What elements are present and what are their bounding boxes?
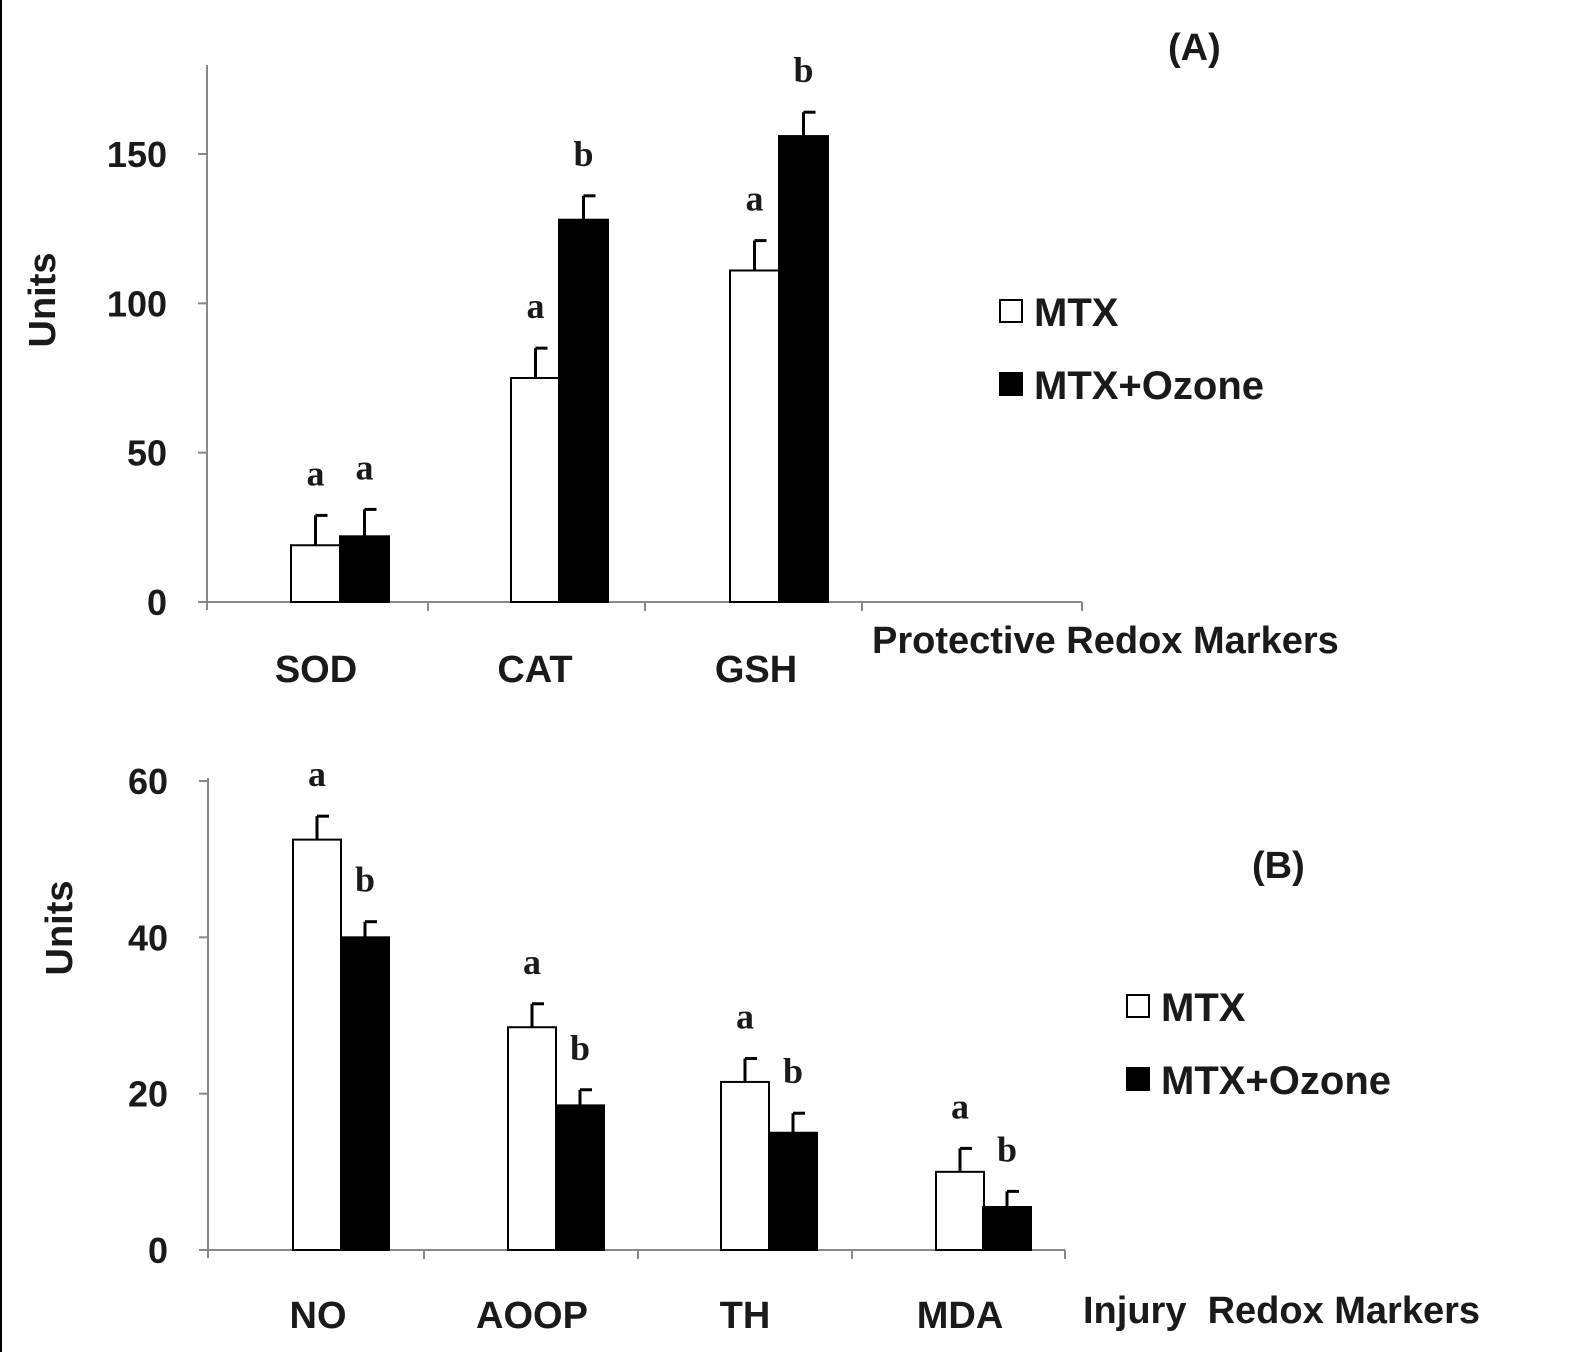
- panel-a-y-tick-label: 0: [147, 582, 167, 623]
- panel-a-x-axis-title: Protective Redox Markers: [872, 620, 1339, 662]
- panel-b-bar-th-mtx-ozone: [768, 1131, 818, 1251]
- panel-b-legend-label-mtx-ozone: MTX+Ozone: [1161, 1059, 1391, 1103]
- panel-b-panel-label: (B): [1252, 845, 1305, 887]
- panel-a-y-tick-label: 100: [107, 283, 167, 324]
- panel-a-significance-label: a: [356, 447, 374, 487]
- panel-a-legend-swatch-mtx-ozone: [999, 372, 1023, 396]
- panel-b-y-tick-label: 0: [148, 1230, 168, 1271]
- panel-b-x-axis-title: Injury Redox Markers: [1083, 1290, 1480, 1332]
- panel-b-category-label: AOOP: [476, 1295, 588, 1337]
- panel-b-legend-swatch-mtx-ozone: [1126, 1067, 1150, 1091]
- panel-b-bar-mda-mtx-ozone: [982, 1206, 1032, 1251]
- panel-a-category-label: CAT: [497, 649, 572, 691]
- panel-a-legend-label-mtx: MTX: [1034, 291, 1119, 335]
- panel-a-bar-gsh-mtx: [729, 269, 780, 603]
- panel-a-legend-swatch-mtx: [999, 299, 1023, 323]
- panel-b-y-tick-label: 20: [128, 1074, 168, 1115]
- panel-a-bar-cat-mtx-ozone: [558, 218, 609, 603]
- panel-b-significance-label: a: [951, 1086, 969, 1126]
- panel-b-y-axis-title: Units: [39, 881, 81, 976]
- panel-a-significance-label: b: [793, 50, 813, 90]
- panel-b-bar-no-mtx-ozone: [340, 936, 390, 1251]
- panel-b-legend-label-mtx: MTX: [1161, 986, 1246, 1030]
- panel-b-category-label: TH: [720, 1295, 771, 1337]
- panel-a-y-tick-label: 150: [107, 134, 167, 175]
- panel-b-significance-label: b: [997, 1129, 1017, 1169]
- panel-a-bar-sod-mtx: [290, 544, 341, 604]
- panel-b-significance-label: b: [783, 1051, 803, 1091]
- panel-a-significance-label: b: [573, 134, 593, 174]
- panel-b-bar-mda-mtx: [935, 1170, 985, 1252]
- panel-b-bar-th-mtx: [720, 1080, 770, 1251]
- panel-a-significance-label: a: [746, 179, 764, 219]
- panel-a-bar-gsh-mtx-ozone: [778, 135, 829, 604]
- panel-a-y-axis-title: Units: [22, 253, 64, 348]
- panel-b-significance-label: a: [736, 996, 754, 1036]
- panel-a-legend-label-mtx-ozone: MTX+Ozone: [1034, 364, 1264, 408]
- panel-a-significance-label: a: [307, 453, 325, 493]
- panel-b-significance-label: b: [570, 1028, 590, 1068]
- panel-b-y-tick-label: 60: [128, 761, 168, 802]
- panel-b-significance-label: a: [308, 754, 326, 794]
- panel-a-bar-sod-mtx-ozone: [339, 535, 390, 603]
- panel-a-category-label: SOD: [275, 649, 357, 691]
- panel-b-category-label: NO: [290, 1295, 347, 1337]
- panel-b-bar-no-mtx: [292, 838, 342, 1251]
- panel-a-significance-label: a: [527, 286, 545, 326]
- panel-a-bar-cat-mtx: [510, 377, 561, 603]
- panel-b-bar-aoop-mtx-ozone: [555, 1104, 605, 1252]
- panel-b-significance-label: b: [355, 860, 375, 900]
- panel-a-category-label: GSH: [715, 649, 797, 691]
- panel-b-bar-aoop-mtx: [507, 1026, 557, 1251]
- panel-b-category-label: MDA: [917, 1295, 1004, 1337]
- panel-a-y-tick-label: 50: [127, 433, 167, 474]
- panel-a-panel-label: (A): [1168, 27, 1221, 69]
- panel-b-significance-label: a: [523, 942, 541, 982]
- panel-b-legend-swatch-mtx: [1126, 994, 1150, 1018]
- panel-b-y-tick-label: 40: [128, 917, 168, 958]
